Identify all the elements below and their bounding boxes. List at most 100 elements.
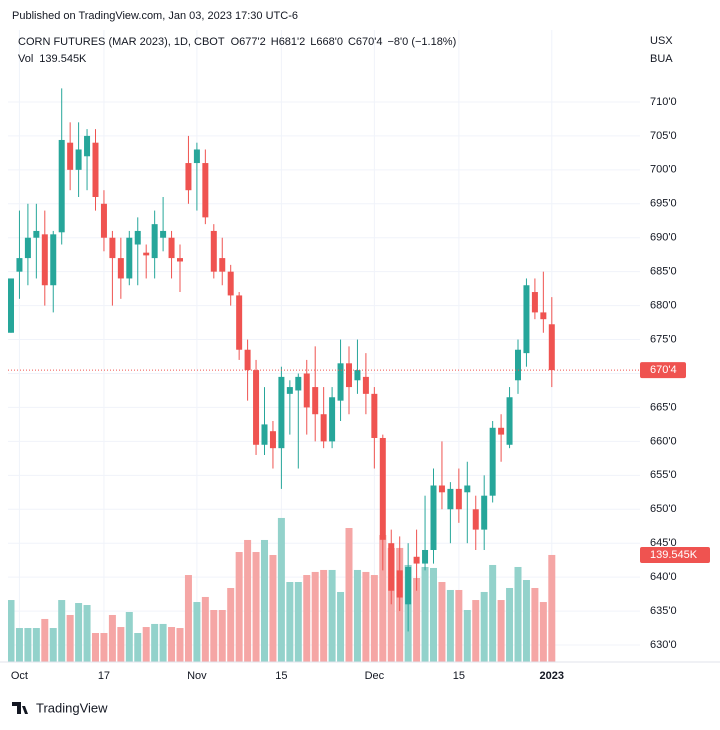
volume-bar (472, 600, 480, 662)
candle-body (168, 237, 175, 259)
y-tick-label: 680'0 (650, 300, 677, 312)
y-tick-label: 650'0 (650, 503, 677, 515)
volume-bar (244, 539, 252, 662)
y-tick-label: 645'0 (650, 537, 677, 549)
candle-body (50, 234, 57, 286)
candle-body (362, 376, 369, 394)
x-tick-label: Nov (187, 670, 207, 682)
volume-bar (531, 587, 539, 662)
candle-body (16, 258, 23, 272)
candle-body (371, 393, 378, 438)
legend-text: −8'0 (−1.18%) (388, 36, 457, 48)
y-tick-label: 630'0 (650, 639, 677, 651)
volume-bar (362, 571, 370, 662)
volume-bar (49, 628, 57, 662)
y-tick-label: 700'0 (650, 164, 677, 176)
volume-bar (168, 627, 176, 662)
volume-bar (75, 603, 83, 662)
volume-bar (15, 628, 23, 662)
candle-body (506, 397, 513, 445)
volume-bar (92, 633, 99, 662)
candle-body (126, 237, 133, 279)
volume-bar (303, 575, 311, 662)
candle-body (413, 556, 420, 564)
candle-body (422, 549, 429, 564)
volume-bar (100, 633, 108, 662)
y-tick-label: 640'0 (650, 571, 677, 583)
volume-bar (328, 569, 336, 662)
candle-body (455, 488, 462, 510)
candle-body (236, 295, 243, 350)
legend-text: H (271, 36, 279, 48)
volume-bar (489, 564, 497, 662)
brand-logo (12, 702, 28, 714)
volume-bar (58, 600, 66, 662)
unit: BUA (650, 53, 673, 65)
volume-bar (320, 569, 328, 662)
candle-body (438, 485, 445, 493)
price-pane (8, 88, 555, 632)
candle-body (320, 414, 327, 442)
candle-body (346, 363, 352, 388)
volume-bar (125, 611, 133, 662)
volume-bar (261, 539, 268, 662)
candle-body (253, 370, 260, 445)
candle-body (396, 570, 403, 598)
candle-body (278, 376, 285, 449)
volume-bar (24, 628, 32, 662)
y-tick-label: 690'0 (650, 232, 677, 244)
candle-body (354, 370, 361, 381)
x-tick-label: 17 (98, 670, 110, 682)
volume-bar (438, 582, 446, 662)
volume-bar (210, 609, 218, 662)
volume-bar (353, 569, 361, 662)
legend-text: Vol (18, 53, 33, 65)
price-label: 670'4 (650, 364, 677, 376)
grid (8, 30, 640, 662)
candle-body (261, 424, 268, 445)
brand: TradingView (36, 700, 108, 715)
candle-body (430, 485, 437, 550)
candle-body (286, 387, 293, 394)
candle-body (472, 509, 479, 530)
candle-body (41, 234, 48, 286)
legend-text: O (231, 36, 240, 48)
volume-bar (235, 552, 243, 662)
volume-bar (117, 627, 125, 662)
candle-body (109, 237, 116, 259)
candle-body (67, 142, 74, 170)
volume-bar (294, 582, 302, 662)
candle-body (185, 163, 192, 191)
x-tick-label: Oct (11, 670, 28, 682)
volume-bar (413, 578, 421, 662)
volume-bar (387, 547, 395, 662)
candle-body (117, 258, 124, 279)
volume-bar (337, 591, 345, 662)
candle-body (388, 543, 395, 591)
volume-pane (8, 517, 556, 662)
volume-bar (455, 589, 463, 662)
volume-bar (108, 614, 116, 662)
volume-bar (506, 587, 514, 662)
volume-bar (345, 528, 353, 662)
volume-bar (66, 614, 74, 662)
legend-text: 677'2 (239, 36, 266, 48)
volume-bar (311, 571, 319, 662)
candle-body (379, 437, 386, 540)
candle-body (269, 431, 276, 449)
volume-bar (370, 575, 378, 662)
legend-text: 668'0 (316, 36, 343, 48)
candle-body (210, 230, 217, 272)
volume-label: 139.545K (650, 549, 698, 561)
volume-bar (184, 575, 192, 662)
x-tick-label: 2023 (540, 670, 564, 682)
volume-bar (151, 623, 159, 662)
y-tick-label: 705'0 (650, 130, 677, 142)
candle-body (151, 224, 158, 259)
y-tick-label: 710'0 (650, 96, 677, 108)
candle-body (464, 485, 471, 493)
x-tick-label: 15 (275, 670, 287, 682)
x-tick-label: 15 (453, 670, 465, 682)
volume-bar (227, 587, 235, 662)
